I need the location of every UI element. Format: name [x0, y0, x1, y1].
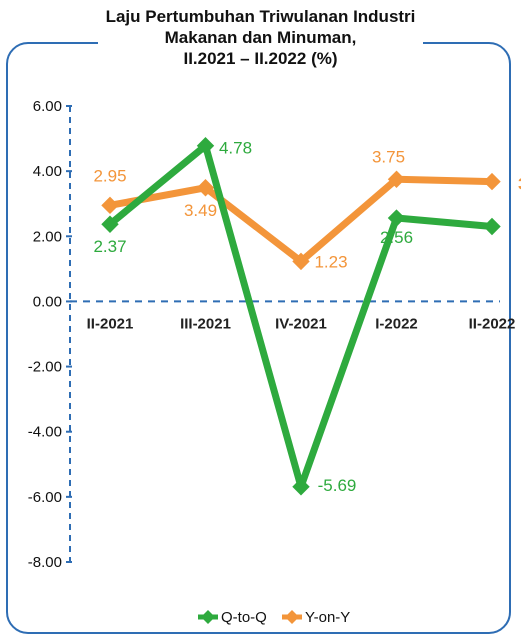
- data-point: [292, 478, 310, 496]
- data-label: 2.37: [93, 237, 126, 256]
- y-tick-label: 2.00: [33, 228, 62, 245]
- data-point: [483, 217, 501, 236]
- legend-label: Q-to-Q: [221, 609, 267, 626]
- chart-title-line-2: Makanan dan Minuman,: [164, 28, 357, 47]
- x-tick-label: III-2021: [180, 315, 231, 332]
- y-tick-label: 6.00: [33, 98, 62, 115]
- data-label: 4.78: [219, 139, 252, 158]
- data-point: [196, 179, 215, 197]
- legend-label: Y-on-Y: [305, 609, 350, 626]
- data-point: [196, 137, 215, 155]
- data-point: [387, 170, 406, 188]
- data-point: [101, 215, 119, 233]
- y-tick-label: 4.00: [33, 163, 62, 180]
- data-point: [387, 209, 406, 227]
- x-tick-label: IV-2021: [275, 315, 327, 332]
- chart-title-line-1: Laju Pertumbuhan Triwulanan Industri: [105, 7, 416, 26]
- y-tick-label: -2.00: [28, 359, 62, 376]
- chart-title-line-3: II.2021 – II.2022 (%): [183, 49, 338, 68]
- legend-marker: [201, 610, 215, 624]
- data-point: [101, 196, 119, 215]
- y-tick-label: -4.00: [28, 424, 62, 441]
- data-point: [483, 172, 501, 191]
- x-tick-label: II-2021: [87, 315, 134, 332]
- data-label: 2.56: [380, 228, 413, 247]
- y-tick-label: -6.00: [28, 489, 62, 506]
- data-label: 2.95: [93, 166, 126, 185]
- data-label: 3.49: [184, 201, 217, 220]
- data-label: 3.68: [518, 175, 521, 194]
- data-label: 3.75: [372, 147, 405, 166]
- data-point: [292, 252, 310, 271]
- chart-title: Laju Pertumbuhan Triwulanan Industri Mak…: [0, 6, 521, 69]
- x-tick-label: I-2022: [375, 315, 418, 332]
- data-label: -5.69: [318, 476, 357, 495]
- legend-marker: [285, 610, 299, 624]
- x-tick-label: II-2022: [469, 315, 516, 332]
- y-tick-label: 0.00: [33, 293, 62, 310]
- y-tick-label: -8.00: [28, 554, 62, 571]
- data-label: 1.23: [314, 252, 347, 271]
